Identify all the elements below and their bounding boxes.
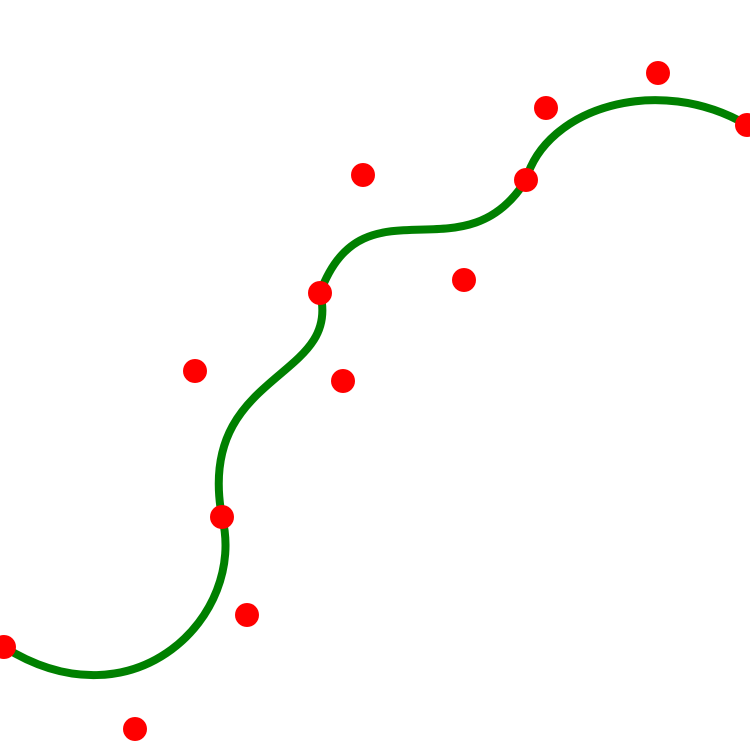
green-curve <box>0 96 750 680</box>
control-point-3 <box>183 359 207 383</box>
control-point-6 <box>452 268 476 292</box>
control-point-5 <box>351 163 375 187</box>
control-point-7 <box>534 96 558 120</box>
point-group <box>0 61 750 741</box>
control-point-8 <box>646 61 670 85</box>
control-point-4 <box>331 369 355 393</box>
control-point-2 <box>235 603 259 627</box>
anchor-point-3 <box>308 281 332 305</box>
control-point-1 <box>123 717 147 741</box>
anchor-point-1 <box>0 635 16 659</box>
anchor-point-4 <box>514 168 538 192</box>
anchor-point-5 <box>735 113 750 137</box>
anchor-point-2 <box>210 505 234 529</box>
